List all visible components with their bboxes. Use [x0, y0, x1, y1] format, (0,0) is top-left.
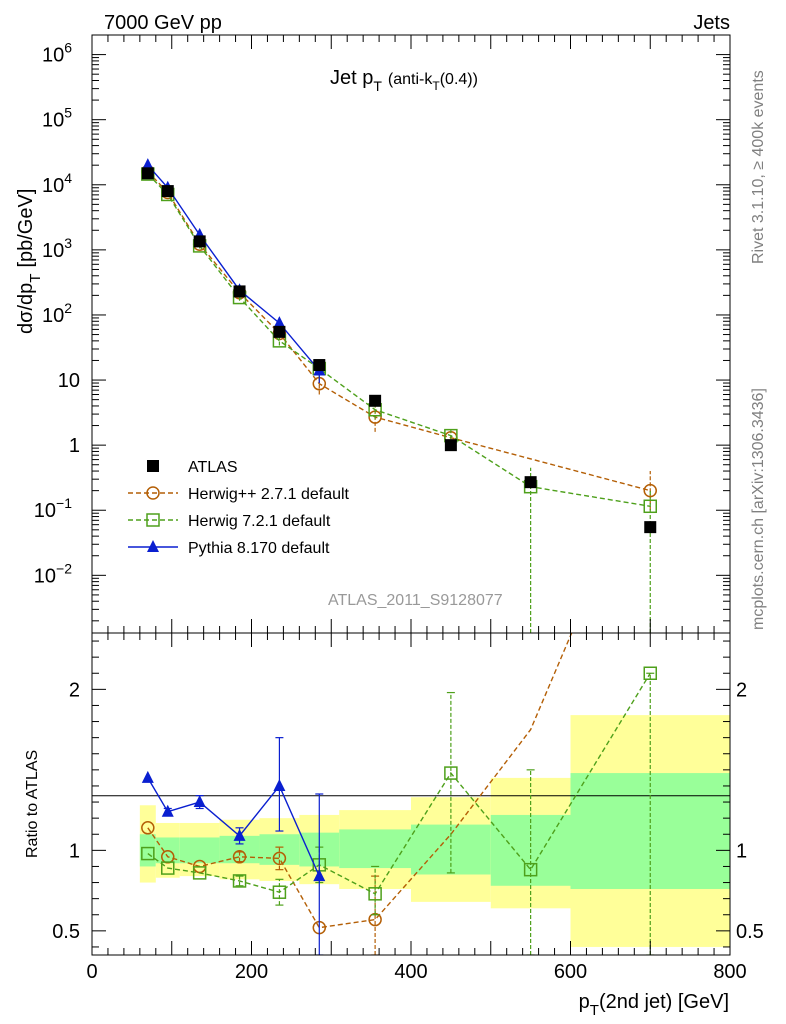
ratio-series-group — [141, 633, 657, 955]
main-data-point — [644, 521, 657, 534]
main-y-tick-label: 103 — [42, 235, 72, 262]
main-series-line — [147, 171, 651, 492]
main-data-point — [141, 158, 154, 171]
legend-label: Pythia 8.170 default — [188, 540, 330, 557]
legend-marker — [147, 540, 159, 552]
header-energy: 7000 GeV pp — [104, 12, 222, 34]
main-series-line — [147, 173, 651, 507]
ratio-data-point — [272, 885, 287, 899]
ratio-data-point — [444, 766, 458, 780]
main-y-tick-label: 104 — [42, 170, 72, 197]
ratio-y-tick-label: 1 — [69, 840, 80, 862]
x-axis-label: pT(2nd jet) [GeV] — [579, 991, 729, 1019]
main-y-tick-label: 10−1 — [34, 495, 72, 522]
main-series-layer — [141, 158, 657, 633]
x-tick-label: 200 — [235, 961, 268, 983]
ratio-series-line — [147, 633, 573, 929]
main-data-point — [141, 167, 154, 180]
ratio-data-point — [232, 874, 247, 888]
ratio-y-tick-label: 2 — [69, 679, 80, 701]
stat-uncertainty-band — [339, 829, 411, 869]
ratio-data-point — [272, 851, 287, 866]
main-data-point — [273, 316, 286, 329]
ratio-y-tick-label: 0.5 — [52, 921, 80, 943]
ratio-data-point — [273, 778, 286, 791]
legend-label: Herwig++ 2.7.1 default — [188, 486, 350, 503]
ratio-data-point — [161, 804, 174, 817]
legend-marker — [146, 486, 160, 500]
legend-marker — [146, 513, 160, 527]
legend-label: ATLAS — [188, 459, 238, 476]
ratio-y-tick-label-right: 0.5 — [736, 921, 764, 943]
main-y-tick-label: 10 — [58, 370, 80, 392]
main-y-axis-label: dσ/dpT[pb/GeV] — [15, 189, 44, 334]
ratio-data-point — [141, 821, 155, 835]
ratio-data-point — [141, 846, 155, 861]
ratio-data-point — [192, 866, 207, 880]
main-data-point — [193, 235, 206, 248]
ratio-data-point — [368, 887, 382, 901]
ratio-y-axis-label: Ratio to ATLAS — [24, 750, 41, 858]
x-tick-label: 600 — [554, 961, 587, 983]
legend: ATLAS Herwig++ 2.7.1 default Herwig 7.2.1 … — [128, 459, 350, 557]
ratio-data-point — [523, 862, 538, 877]
ratio-data-point — [232, 850, 247, 864]
main-y-tick-label: 106 — [42, 40, 72, 67]
ratio-series-line — [147, 672, 651, 895]
main-series-line — [147, 164, 320, 371]
ratio-y-tick-label-right: 2 — [736, 679, 747, 701]
main-data-point — [233, 285, 246, 298]
main-y-tick-label: 10−2 — [34, 560, 72, 587]
ratio-panel: 0.5 0.5 1 1 2 2 0 200 400 600 800 Ratio to ATLAS p… — [24, 632, 764, 1019]
ratio-data-point — [193, 795, 206, 808]
legend-marker — [147, 460, 159, 472]
x-tick-label: 800 — [713, 961, 746, 983]
header-category: Jets — [693, 12, 730, 34]
ratio-data-point — [643, 666, 657, 680]
stat-uncertainty-band — [411, 824, 491, 875]
main-data-point — [444, 439, 457, 452]
ratio-series-layer — [141, 633, 657, 955]
main-y-tick-label: 1 — [69, 435, 80, 457]
main-data-point — [273, 325, 286, 338]
main-data-point — [643, 483, 657, 498]
main-y-tick-label: 105 — [42, 105, 72, 132]
ratio-data-point — [141, 770, 154, 783]
x-tick-label: 0 — [86, 961, 97, 983]
main-data-point — [313, 359, 326, 372]
ratio-data-point — [313, 869, 326, 882]
main-y-tick-label: 102 — [42, 300, 72, 327]
main-data-point — [524, 476, 537, 489]
ratio-ticks: 0.5 0.5 1 1 2 2 0 200 400 600 800 — [52, 633, 764, 983]
ratio-series-line — [147, 777, 320, 877]
mcplots-label: mcplots.cern.ch [arXiv:1306.3436] — [750, 388, 767, 630]
ratio-y-tick-label-right: 1 — [736, 840, 747, 862]
rivet-version-label: Rivet 3.1.10, ≥ 400k events — [750, 70, 767, 264]
main-data-point — [369, 394, 382, 407]
main-title: Jet pT (anti-kT(0.4)) — [330, 67, 478, 94]
ratio-data-point — [161, 861, 175, 875]
main-data-point — [643, 499, 657, 514]
analysis-watermark: ATLAS_2011_S9128077 — [328, 592, 503, 609]
ratio-uncertainty-bands — [139, 715, 730, 947]
ratio-data-point — [233, 828, 246, 841]
x-tick-label: 400 — [394, 961, 427, 983]
stat-uncertainty-band — [139, 834, 156, 867]
ratio-frame — [91, 632, 731, 956]
main-data-point — [161, 185, 174, 198]
stat-uncertainty-band — [179, 837, 220, 864]
legend-label: Herwig 7.2.1 default — [188, 513, 331, 530]
